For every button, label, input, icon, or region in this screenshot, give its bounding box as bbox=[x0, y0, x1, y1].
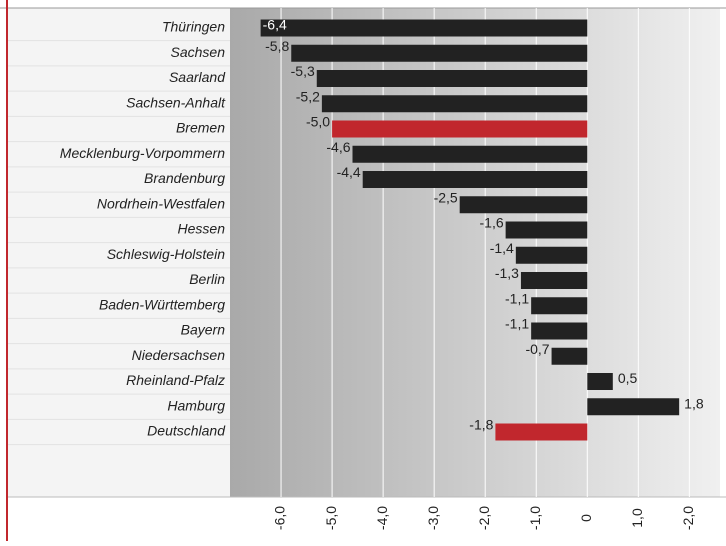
category-label: Mecklenburg-Vorpommern bbox=[60, 145, 225, 161]
category-label: Baden-Württemberg bbox=[99, 296, 225, 312]
category-label: Bremen bbox=[176, 120, 225, 136]
bar bbox=[291, 44, 588, 62]
x-tick-label: -6,0 bbox=[272, 506, 288, 530]
bar bbox=[362, 171, 588, 188]
bar bbox=[531, 297, 588, 315]
value-label: -5,3 bbox=[291, 63, 315, 79]
category-label: Berlin bbox=[189, 271, 225, 287]
category-label: Sachsen-Anhalt bbox=[126, 94, 226, 110]
label-area bbox=[8, 8, 230, 497]
value-label: -5,2 bbox=[296, 88, 320, 104]
x-tick-label: -5,0 bbox=[323, 506, 339, 530]
category-label: Rheinland-Pfalz bbox=[126, 372, 225, 388]
category-label: Hamburg bbox=[167, 397, 225, 413]
bar bbox=[495, 423, 588, 441]
bar bbox=[587, 373, 613, 390]
value-label: -1,1 bbox=[505, 290, 529, 306]
value-label: -1,3 bbox=[495, 265, 519, 281]
bar bbox=[352, 145, 588, 163]
value-label: -5,8 bbox=[265, 38, 289, 54]
bar bbox=[515, 246, 588, 264]
x-tick-label: -2,0 bbox=[680, 506, 696, 530]
value-label: -0,7 bbox=[525, 341, 549, 357]
value-label: -1,4 bbox=[490, 240, 514, 256]
category-label: Saarland bbox=[169, 69, 226, 85]
category-label: Niedersachsen bbox=[132, 347, 226, 363]
category-label: Bayern bbox=[181, 322, 226, 338]
value-label: -5,0 bbox=[306, 114, 330, 130]
bar bbox=[459, 196, 588, 214]
category-label: Hessen bbox=[178, 221, 226, 237]
value-label: -4,4 bbox=[337, 164, 361, 180]
bar bbox=[321, 95, 588, 113]
bar bbox=[551, 347, 588, 365]
bar bbox=[316, 70, 588, 87]
value-label: 1,8 bbox=[684, 395, 704, 411]
bar bbox=[531, 322, 588, 340]
category-label: Thüringen bbox=[162, 19, 225, 35]
bar bbox=[520, 272, 588, 289]
value-label: -2,5 bbox=[434, 189, 458, 205]
category-label: Schleswig-Holstein bbox=[107, 246, 225, 262]
bar bbox=[332, 120, 588, 138]
x-tick-label: -1,0 bbox=[527, 506, 543, 530]
bar bbox=[505, 221, 588, 239]
value-label: -1,1 bbox=[505, 316, 529, 332]
x-tick-label: -2,0 bbox=[476, 506, 492, 530]
bar bbox=[587, 398, 680, 416]
value-label: -1,6 bbox=[480, 215, 504, 231]
category-label: Brandenburg bbox=[144, 170, 225, 186]
x-tick-label: 1,0 bbox=[629, 508, 645, 528]
category-label: Deutschland bbox=[147, 423, 226, 439]
category-label: Nordrhein-Westfalen bbox=[97, 195, 225, 211]
value-label: -4,6 bbox=[326, 139, 350, 155]
x-tick-label: 0 bbox=[578, 514, 594, 522]
bar bbox=[260, 19, 588, 37]
value-label: 0,5 bbox=[618, 370, 638, 386]
category-label: Sachsen bbox=[171, 44, 226, 60]
value-label: -1,8 bbox=[469, 417, 493, 433]
x-tick-label: -3,0 bbox=[425, 506, 441, 530]
x-tick-label: -4,0 bbox=[374, 506, 390, 530]
value-label: -6,4 bbox=[263, 17, 287, 33]
